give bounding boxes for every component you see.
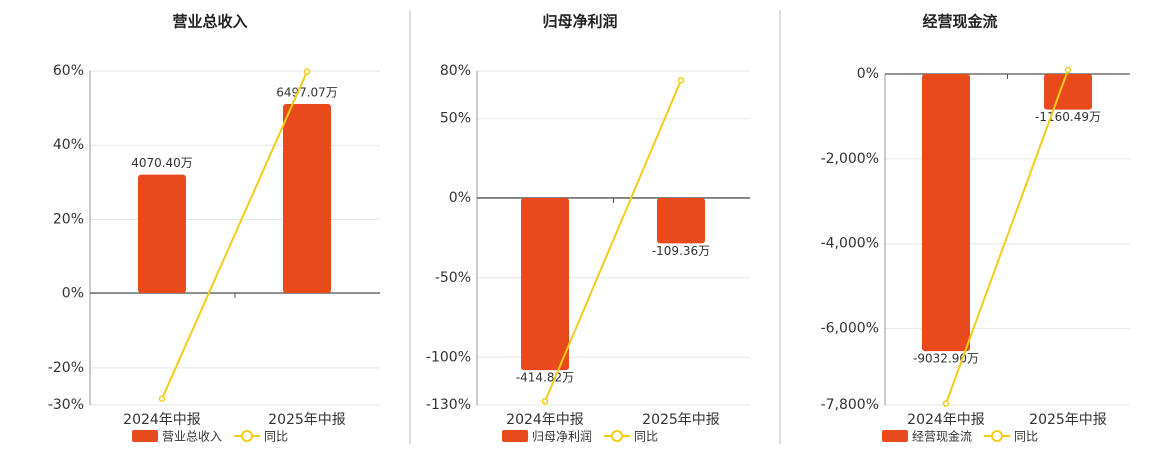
legend-marker [991,430,1003,442]
legend-marker [611,430,623,442]
y-tick-label: -4,000% [821,236,879,252]
line [945,69,1069,404]
line-marker [942,400,950,407]
y-tick-label: 0% [857,66,879,82]
line-marker [541,398,549,405]
legend-label: 同比 [1014,430,1038,444]
line-marker [303,68,311,75]
legend-swatch [502,430,528,442]
x-tick-label: 2024年中报 [907,412,985,428]
y-tick-label: -6,000% [821,321,879,337]
y-tick-label: 60% [53,63,84,79]
bar [657,197,705,244]
y-tick-label: -7,800% [821,397,879,413]
y-tick-label: 50% [440,111,471,127]
y-tick-label: 0% [62,286,84,302]
bar [922,74,970,352]
line-marker [1064,66,1072,74]
legend-swatch [132,430,158,442]
legend-label: 归母净利润 [532,430,592,444]
legend-swatch [882,430,908,442]
value-label: -109.36万 [652,244,710,258]
value-label: -9032.90万 [913,352,979,366]
y-tick-label: -30% [48,397,84,413]
y-tick-label: -20% [48,360,84,376]
legend-label: 经营现金流 [912,429,972,444]
legend-label: 营业总收入 [162,430,222,444]
chart-title: 营业总收入 [172,13,247,31]
value-label: -1160.49万 [1035,110,1101,124]
y-tick-label: -130% [426,397,471,413]
bar [138,174,186,293]
value-label: 4070.40万 [131,156,193,170]
y-tick-label: 80% [440,63,471,79]
y-tick-label: -50% [435,270,471,286]
bar [283,103,331,293]
chart-title: 经营现金流 [922,13,997,31]
line [161,71,308,400]
x-tick-label: 2025年中报 [642,412,720,428]
x-tick-label: 2024年中报 [123,412,201,428]
y-tick-label: 0% [449,190,471,206]
chart-title: 归母净利润 [542,13,617,31]
y-tick-label: 20% [53,211,84,227]
line-marker [158,395,166,402]
bar [1044,74,1092,110]
value-label: -414.82万 [516,371,574,385]
legend-label: 同比 [634,430,658,444]
line-marker [677,76,685,84]
legend-marker [241,430,253,442]
value-label: 6497.07万 [276,85,338,99]
x-tick-label: 2025年中报 [268,412,346,428]
x-tick-label: 2025年中报 [1029,412,1107,428]
y-tick-label: -100% [426,349,471,365]
x-tick-label: 2024年中报 [506,412,584,428]
y-tick-label: 40% [53,137,84,153]
legend-label: 同比 [264,430,288,444]
y-tick-label: -2,000% [821,151,879,167]
line [544,79,682,402]
bar [521,197,569,371]
